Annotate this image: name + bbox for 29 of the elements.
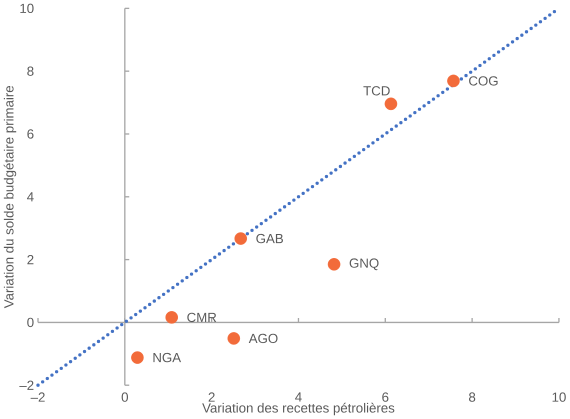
y-tick-label: 8 xyxy=(27,66,34,76)
annotation: NGA xyxy=(153,352,182,362)
x-axis-title: Variation des recettes pétrolières xyxy=(202,402,394,416)
y-tick-label: 6 xyxy=(27,129,34,139)
point xyxy=(165,311,178,324)
y-tick-label: 2 xyxy=(27,254,34,264)
y-tick-label: 4 xyxy=(27,192,34,202)
point xyxy=(447,74,460,88)
annotation: COG xyxy=(469,76,498,86)
point xyxy=(227,332,240,345)
point xyxy=(328,258,340,271)
y-tick-label: 10 xyxy=(20,4,34,14)
point xyxy=(131,351,144,364)
x-tick-label: 4 xyxy=(295,392,302,402)
x-tick-label: 10 xyxy=(552,392,566,402)
annotation: GAB xyxy=(256,234,283,244)
annotation: AGO xyxy=(248,334,278,344)
x-tick-label: 6 xyxy=(382,392,388,402)
y-axis-title: Variation du solde budgétaire primaire xyxy=(4,86,16,308)
x-tick-label: 2 xyxy=(208,392,215,402)
y-tick-label: 0 xyxy=(27,318,34,328)
annotation: TCD xyxy=(363,86,390,96)
point xyxy=(234,232,248,245)
point xyxy=(384,98,398,110)
annotation: CMR xyxy=(187,312,216,322)
y-tick-label: –2 xyxy=(19,380,34,390)
annotation: GNQ xyxy=(350,258,379,270)
x-tick-label: 0 xyxy=(122,392,128,402)
x-tick-label: 8 xyxy=(469,392,476,402)
